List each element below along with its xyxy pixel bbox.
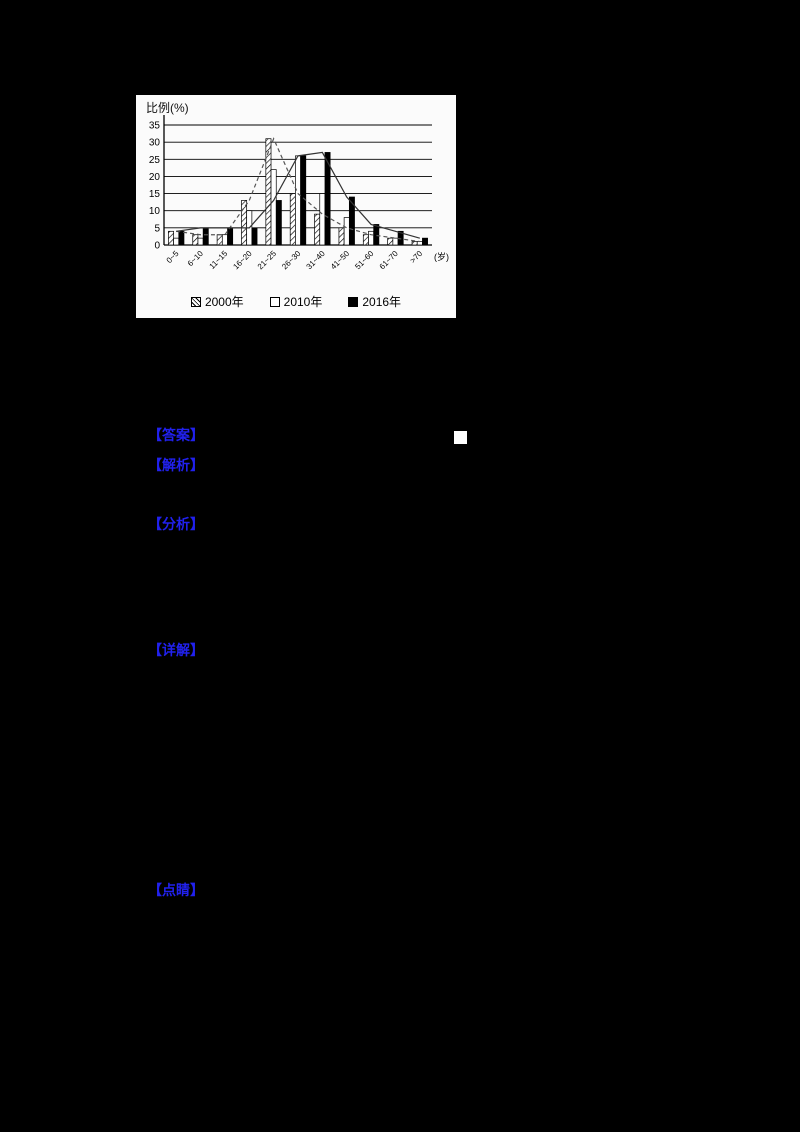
svg-text:51~60: 51~60	[353, 249, 376, 272]
legend-label-2010: 2010年	[283, 295, 323, 309]
svg-text:6~10: 6~10	[186, 249, 205, 268]
highlight-label: 【点睛】	[148, 882, 204, 898]
svg-text:16~20: 16~20	[231, 249, 254, 272]
legend-item-2016: 2016年	[348, 293, 401, 310]
svg-text:61~70: 61~70	[378, 249, 401, 272]
answer-label: 【答案】	[148, 427, 204, 443]
analysis-label: 【解析】	[148, 457, 204, 473]
svg-text:21~25: 21~25	[256, 249, 279, 272]
overview-label: 【分析】	[148, 516, 204, 532]
svg-text:25: 25	[149, 155, 161, 166]
bar-chart: 0 5 10 15 20 25 30 35 0~5 6~10 11~15 16~20 21~25 26~3…	[149, 115, 449, 272]
svg-text:(岁): (岁)	[434, 251, 449, 262]
svg-text:0~5: 0~5	[165, 249, 181, 265]
legend-item-2010: 2010年	[269, 293, 323, 310]
legend-label-2000: 2000年	[204, 295, 244, 309]
chart-legend: 2000年 2010年 2016年	[136, 293, 456, 310]
svg-text:>70: >70	[408, 249, 424, 265]
svg-text:41~50: 41~50	[329, 249, 352, 272]
chart-y-axis-title: 比例(%)	[146, 101, 189, 115]
svg-text:5: 5	[154, 223, 160, 234]
white-swatch-icon	[269, 296, 280, 307]
svg-text:11~15: 11~15	[207, 249, 229, 271]
svg-text:20: 20	[149, 172, 161, 183]
svg-text:15: 15	[149, 189, 161, 200]
svg-text:26~30: 26~30	[280, 249, 303, 272]
legend-label-2016: 2016年	[362, 295, 402, 309]
age-structure-chart-panel: 比例(%) 0 5 10 15 20 25 30 35 0~5 6~10 11~15 16~20 21~…	[136, 95, 456, 318]
detail-label: 【详解】	[148, 642, 204, 658]
svg-text:0: 0	[154, 241, 160, 252]
svg-text:30: 30	[149, 138, 161, 149]
svg-text:31~40: 31~40	[305, 249, 328, 272]
hatched-swatch-icon	[190, 296, 201, 307]
cursor-marker	[454, 431, 467, 444]
svg-text:10: 10	[149, 206, 161, 217]
svg-text:35: 35	[149, 121, 161, 132]
legend-item-2000: 2000年	[190, 293, 244, 310]
black-swatch-icon	[348, 296, 359, 307]
